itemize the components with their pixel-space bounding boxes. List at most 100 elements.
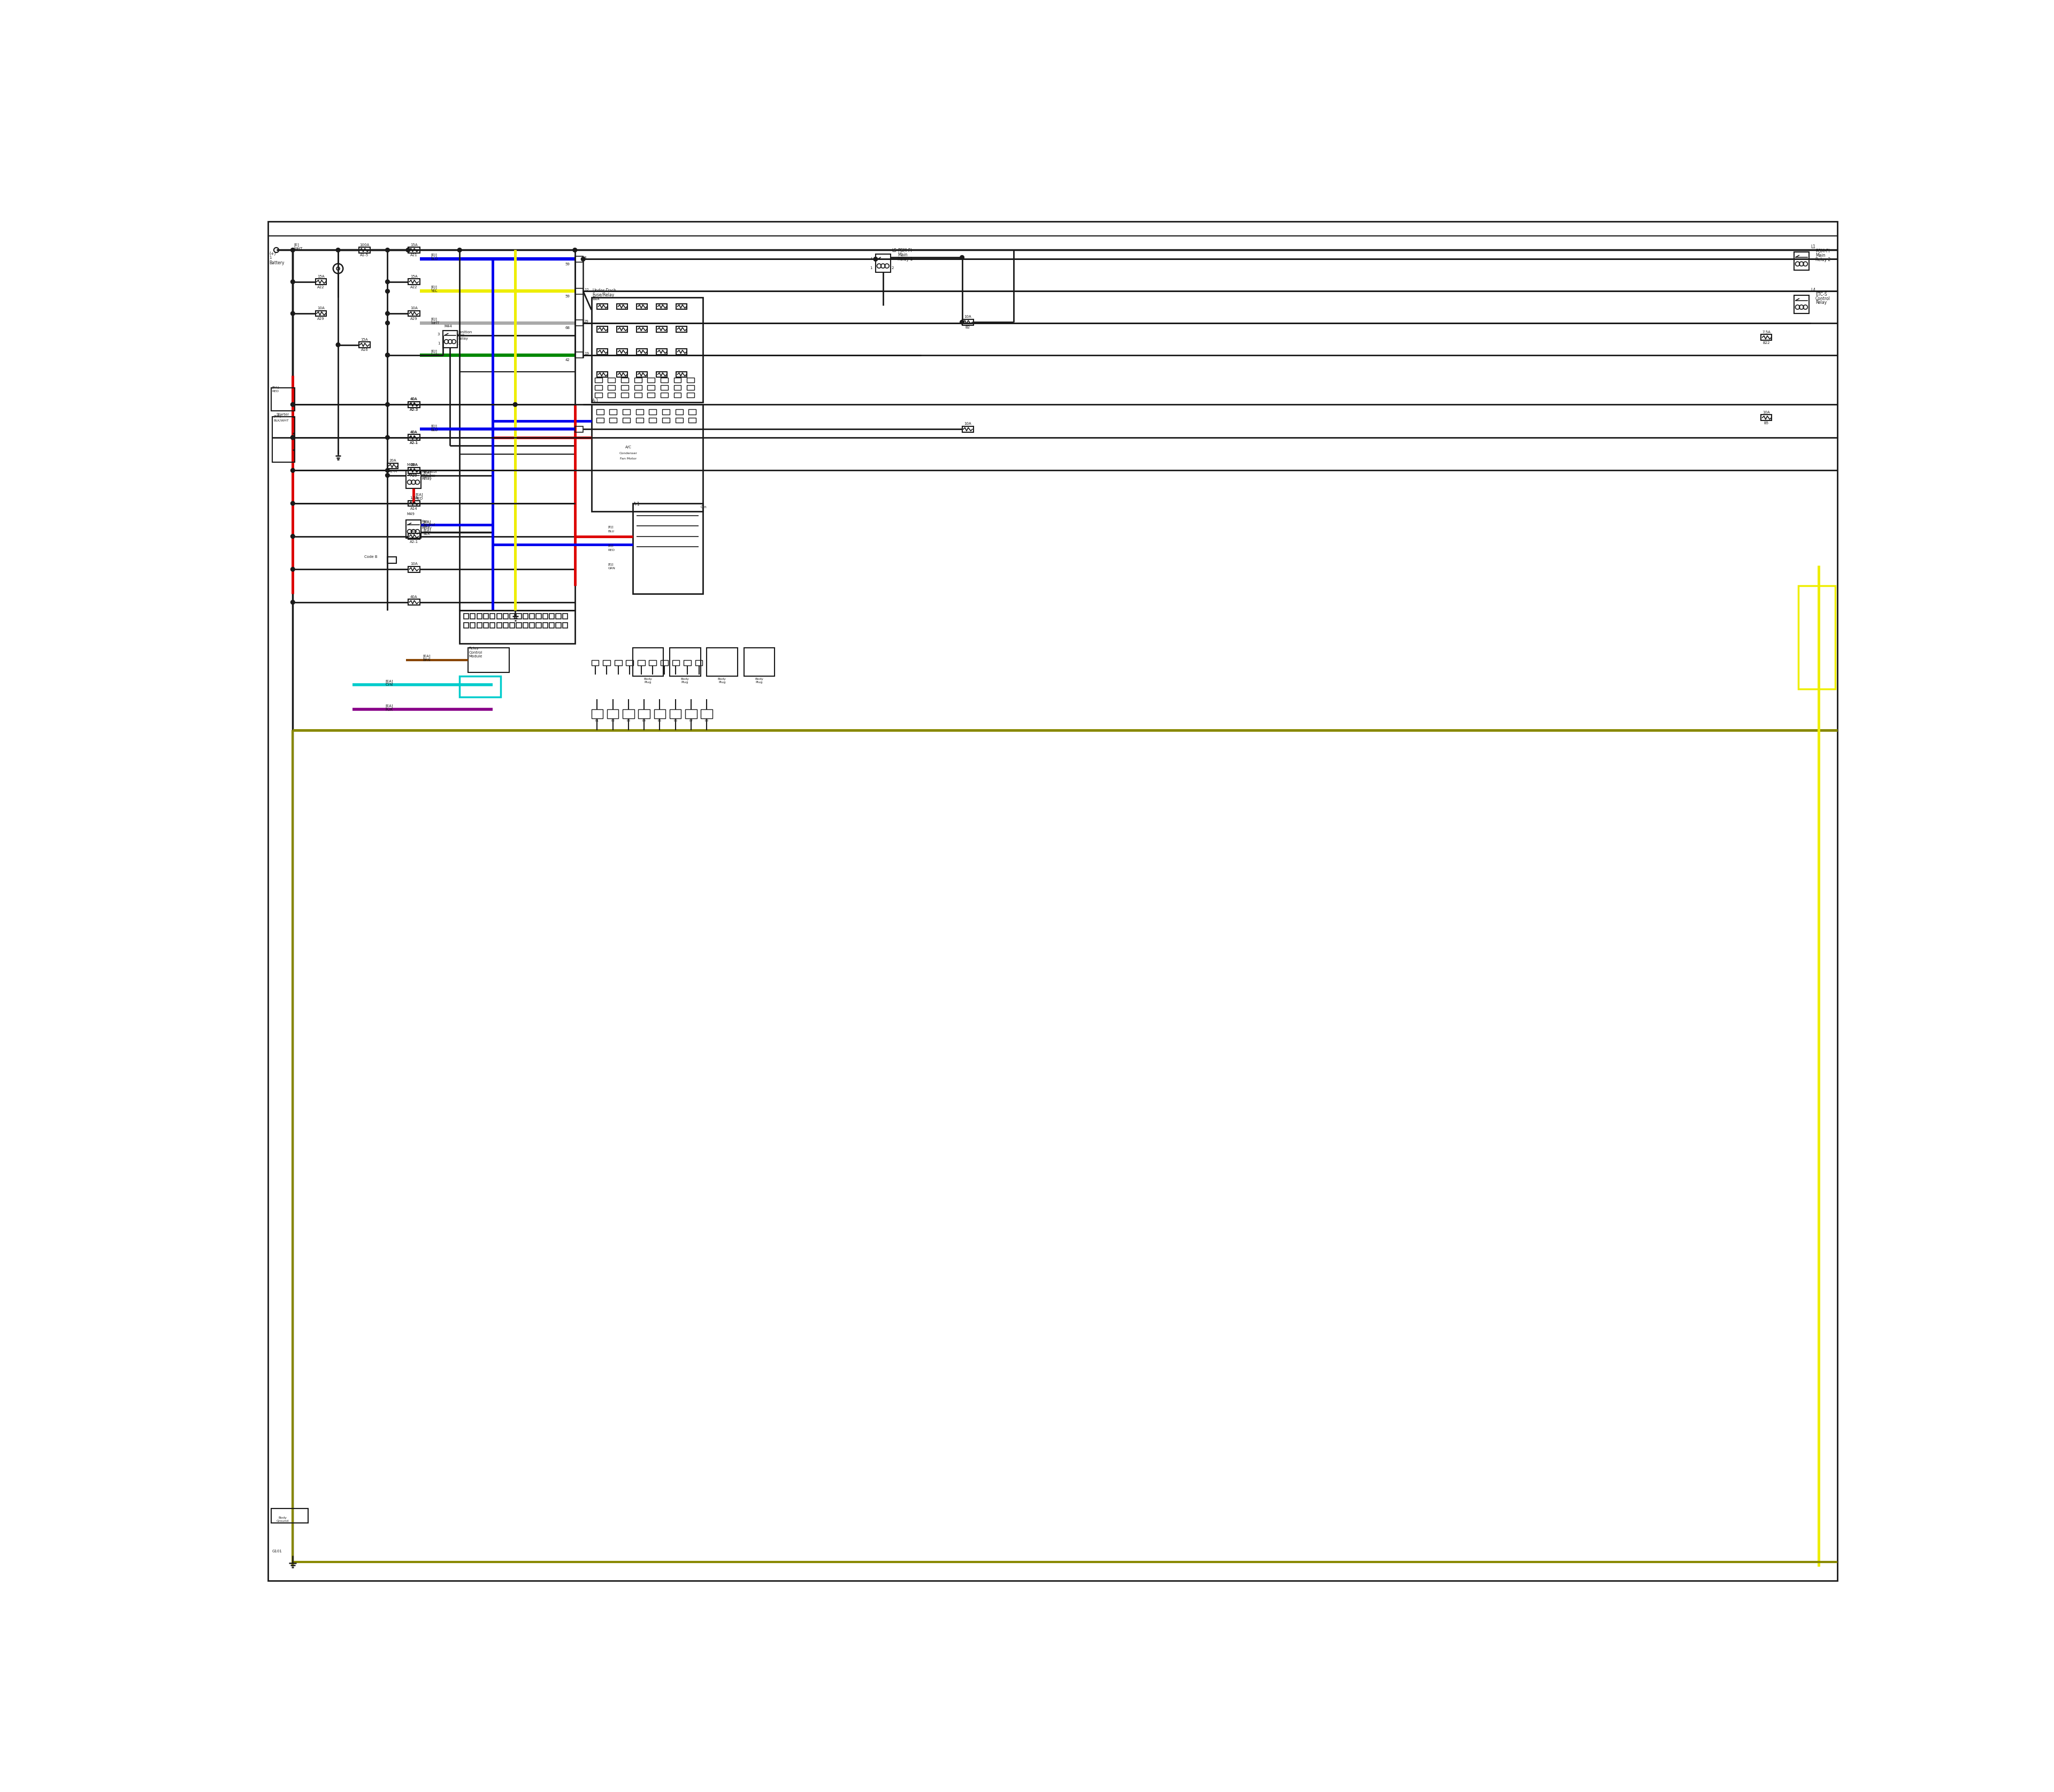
Bar [509,613,516,618]
Bar [530,624,534,627]
Bar [622,418,631,423]
Text: Battery: Battery [269,260,286,265]
Bar [271,389,296,410]
Bar [620,378,629,383]
Text: L4: L4 [1810,289,1816,292]
Bar [491,613,495,618]
Circle shape [386,403,390,407]
Bar [676,349,686,355]
Text: Main: Main [898,253,908,258]
Text: A-1: A-1 [592,400,600,403]
Text: A29: A29 [411,317,417,321]
Text: 4: 4 [458,333,460,337]
Bar [684,659,690,665]
Bar [610,409,616,414]
Bar [409,599,419,606]
Bar [700,710,713,719]
Circle shape [386,321,390,324]
Text: [EA]: [EA] [386,704,392,708]
Bar [637,418,643,423]
Bar [661,378,668,383]
Bar [536,624,540,627]
Text: BLU: BLU [431,258,438,260]
Text: A2-3: A2-3 [409,409,419,412]
Text: Coil: Coil [458,333,464,337]
Text: 1: 1 [269,256,271,260]
Bar [633,647,663,676]
Text: Relay: Relay [421,527,431,530]
Bar [575,289,583,294]
Bar [676,409,682,414]
Bar [637,371,647,378]
Circle shape [386,289,390,294]
Text: A21: A21 [411,254,417,256]
Text: B5: B5 [1764,421,1768,425]
Bar [616,303,629,310]
Bar [1793,253,1810,271]
Text: A16: A16 [362,348,368,351]
Bar [661,659,668,665]
Text: Relay 2: Relay 2 [1816,256,1830,262]
Text: 100A: 100A [359,244,370,246]
Bar [688,418,696,423]
Bar [509,624,516,627]
Text: M49: M49 [407,513,415,516]
Text: 1.5A: 1.5A [409,496,419,500]
Text: RED: RED [608,548,614,552]
Bar [388,557,396,563]
Circle shape [386,353,390,357]
Bar [610,418,616,423]
Text: B5: B5 [657,720,661,722]
Text: Body
Plug: Body Plug [643,677,651,685]
Text: BLU: BLU [423,525,431,527]
Circle shape [292,534,296,538]
Bar [676,326,686,332]
Bar [273,418,296,462]
Bar [598,371,608,378]
Bar [635,392,641,398]
Text: B3: B3 [626,720,631,722]
Circle shape [959,256,963,260]
Text: [EA]: [EA] [423,471,431,475]
Bar [503,624,507,627]
Text: [EJ]: [EJ] [608,563,614,566]
Text: B22: B22 [1762,340,1771,344]
Circle shape [292,568,296,572]
Bar [592,659,600,665]
Text: L1: L1 [1810,246,1816,249]
Bar [661,409,670,414]
Bar [470,613,474,618]
Text: B2: B2 [965,326,969,330]
Bar [598,326,608,332]
Bar [548,613,555,618]
Bar [620,385,629,391]
Circle shape [386,312,390,315]
Text: Relay: Relay [1816,301,1826,305]
Bar [407,520,421,538]
Circle shape [458,247,462,253]
Bar [707,647,737,676]
Text: 40A: 40A [411,430,417,434]
Text: 40A: 40A [411,529,417,532]
Bar [639,710,649,719]
Text: B6: B6 [674,720,678,722]
Circle shape [573,247,577,253]
Bar [616,349,629,355]
Bar [674,378,682,383]
Bar [483,624,489,627]
Bar [647,385,655,391]
Text: [EA]: [EA] [415,493,423,496]
Text: [EJ]: [EJ] [431,349,438,353]
Bar [409,566,419,572]
Bar [464,624,468,627]
Text: G101: G101 [273,1550,281,1554]
Text: B8: B8 [705,720,709,722]
Text: 10A: 10A [1762,410,1771,414]
Circle shape [581,256,585,262]
Text: [EA]: [EA] [423,529,431,532]
Text: Body
Plug: Body Plug [717,677,727,685]
Bar [557,613,561,618]
Text: Condenser: Condenser [620,452,637,455]
Bar [744,647,774,676]
Text: GRN: GRN [431,353,440,357]
